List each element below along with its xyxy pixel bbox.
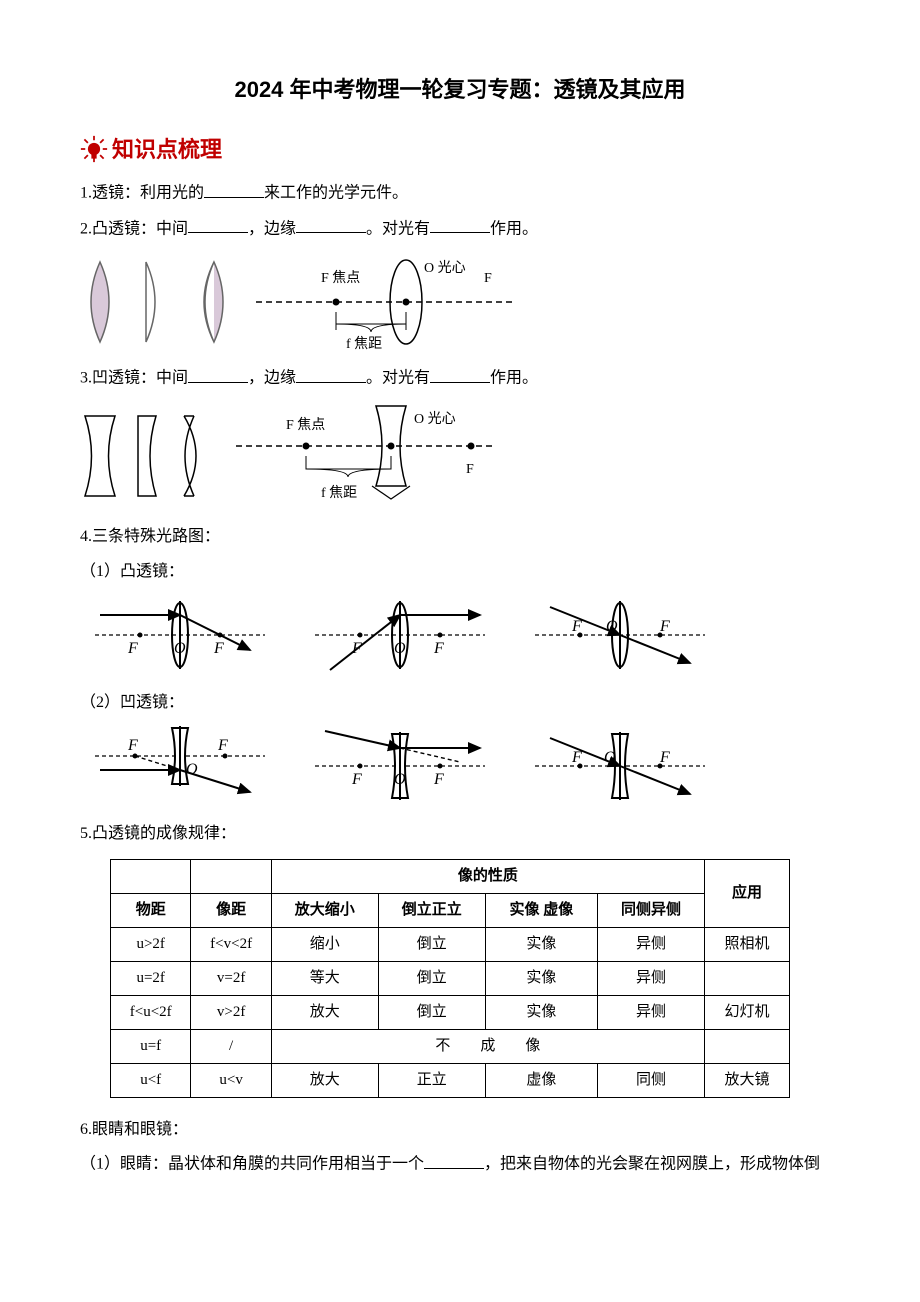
table-row: u=f/ 不 成 像 — [111, 1029, 790, 1063]
convex-lens-figure: F 焦点 O 光心 F f 焦距 — [80, 252, 840, 352]
item-6: 6.眼睛和眼镜： — [80, 1116, 840, 1145]
text: 作用。 — [490, 370, 538, 387]
table-row: 像的性质 应用 — [111, 859, 790, 893]
text: 1.透镜：利用光的 — [80, 185, 204, 202]
concave-ray-1-icon: F O F — [90, 726, 270, 806]
col-group: 像的性质 — [271, 859, 704, 893]
text: 5.凸透镜的成像规律： — [80, 825, 236, 842]
item-3: 3.凹透镜：中间 ，边缘 。对光有 作用。 — [80, 364, 840, 393]
svg-text:O: O — [174, 640, 186, 657]
label-f-dist: f 焦距 — [346, 336, 382, 352]
col-3: 倒立正立 — [378, 893, 485, 927]
blank — [296, 215, 366, 234]
text: 4.三条特殊光路图： — [80, 528, 220, 545]
label-o-center: O 光心 — [424, 260, 466, 276]
concave-ray-2-icon: F O F — [310, 726, 490, 806]
table-row: u>2ff<v<2f 缩小倒立 实像异侧 照相机 — [111, 927, 790, 961]
item-4: 4.三条特殊光路图： — [80, 523, 840, 552]
item-1: 1.透镜：利用光的 来工作的光学元件。 — [80, 179, 840, 208]
svg-text:O: O — [394, 771, 406, 788]
convex-ray-1-icon: F O F — [90, 595, 270, 675]
page: 2024 年中考物理一轮复习专题：透镜及其应用 知识点梳理 — [0, 0, 920, 1226]
text: ，边缘 — [248, 370, 296, 387]
svg-text:F: F — [659, 749, 670, 766]
concave-lens-planoconcave-icon — [132, 411, 162, 501]
col-0: 物距 — [111, 893, 191, 927]
convex-ray-3-icon: F O F — [530, 595, 710, 675]
lightbulb-icon — [80, 135, 108, 163]
convex-lens-diagram: F 焦点 O 光心 F f 焦距 — [246, 252, 526, 352]
svg-text:F: F — [571, 749, 582, 766]
item-5: 5.凸透镜的成像规律： — [80, 820, 840, 849]
text: 作用。 — [490, 220, 538, 237]
item-4-1: （1）凸透镜： — [80, 558, 840, 587]
text: （1）凸透镜： — [80, 563, 184, 580]
convex-lens-biconvex-icon — [80, 257, 120, 347]
col-4: 实像 虚像 — [485, 893, 597, 927]
text: 6.眼睛和眼镜： — [80, 1121, 188, 1138]
item-4-2: （2）凹透镜： — [80, 689, 840, 718]
svg-text:F: F — [659, 618, 670, 635]
table-row: 物距 像距 放大缩小 倒立正立 实像 虚像 同侧异侧 — [111, 893, 790, 927]
svg-text:O: O — [394, 640, 406, 657]
convex-ray-diagrams: F O F F O F F O F — [90, 595, 840, 675]
label-f-right: F — [466, 462, 474, 477]
concave-ray-diagrams: F O F F O F F — [90, 726, 840, 806]
convex-lens-meniscus-icon — [184, 257, 234, 347]
text: 。对光有 — [366, 370, 430, 387]
concave-lens-figure: F 焦点 O 光心 F f 焦距 — [80, 401, 840, 511]
label-o-center: O 光心 — [414, 411, 456, 427]
table-row: f<u<2fv>2f 放大倒立 实像异侧 幻灯机 — [111, 995, 790, 1029]
blank — [430, 215, 490, 234]
svg-text:F: F — [127, 737, 138, 754]
convex-ray-2-icon: F O F — [310, 595, 490, 675]
section-header: 知识点梳理 — [80, 130, 840, 170]
label-f-right: F — [484, 271, 492, 286]
svg-text:F: F — [217, 737, 228, 754]
convex-lens-planoconvex-icon — [132, 257, 172, 347]
item-2: 2.凸透镜：中间 ，边缘 。对光有 作用。 — [80, 215, 840, 244]
text: （2）凹透镜： — [80, 694, 184, 711]
text: ，边缘 — [248, 220, 296, 237]
text: （1）眼睛：晶状体和角膜的共同作用相当于一个 — [80, 1156, 424, 1173]
blank — [204, 179, 264, 198]
label-f-focus: F 焦点 — [286, 417, 325, 433]
page-title: 2024 年中考物理一轮复习专题：透镜及其应用 — [80, 70, 840, 110]
concave-lens-biconcave-icon — [80, 411, 120, 501]
svg-text:F: F — [351, 771, 362, 788]
blank — [188, 364, 248, 383]
section-title: 知识点梳理 — [112, 130, 222, 170]
svg-text:F: F — [127, 640, 138, 657]
blank — [296, 364, 366, 383]
imaging-rules-table: 像的性质 应用 物距 像距 放大缩小 倒立正立 实像 虚像 同侧异侧 u>2ff… — [110, 859, 790, 1098]
label-f-dist: f 焦距 — [321, 485, 357, 501]
blank — [424, 1150, 484, 1169]
text: 。对光有 — [366, 220, 430, 237]
text: 3.凹透镜：中间 — [80, 370, 188, 387]
blank — [430, 364, 490, 383]
col-1: 像距 — [191, 893, 271, 927]
table-row: u=2fv=2f 等大倒立 实像异侧 — [111, 961, 790, 995]
concave-lens-diagram: F 焦点 O 光心 F f 焦距 — [226, 401, 506, 511]
label-f-focus: F 焦点 — [321, 270, 360, 286]
svg-text:F: F — [213, 640, 224, 657]
col-2: 放大缩小 — [271, 893, 378, 927]
table-row: u<fu<v 放大正立 虚像同侧 放大镜 — [111, 1063, 790, 1097]
concave-lens-meniscus-icon — [174, 411, 214, 501]
text: 2.凸透镜：中间 — [80, 220, 188, 237]
svg-text:F: F — [433, 640, 444, 657]
svg-text:F: F — [433, 771, 444, 788]
blank — [188, 215, 248, 234]
text: ，把来自物体的光会聚在视网膜上，形成物体倒 — [484, 1156, 820, 1173]
col-5: 同侧异侧 — [598, 893, 705, 927]
concave-ray-3-icon: F O F — [530, 726, 710, 806]
item-6-1: （1）眼睛：晶状体和角膜的共同作用相当于一个 ，把来自物体的光会聚在视网膜上，形成… — [80, 1150, 840, 1179]
svg-text:F: F — [571, 618, 582, 635]
text: 来工作的光学元件。 — [264, 185, 408, 202]
col-app: 应用 — [705, 859, 790, 927]
